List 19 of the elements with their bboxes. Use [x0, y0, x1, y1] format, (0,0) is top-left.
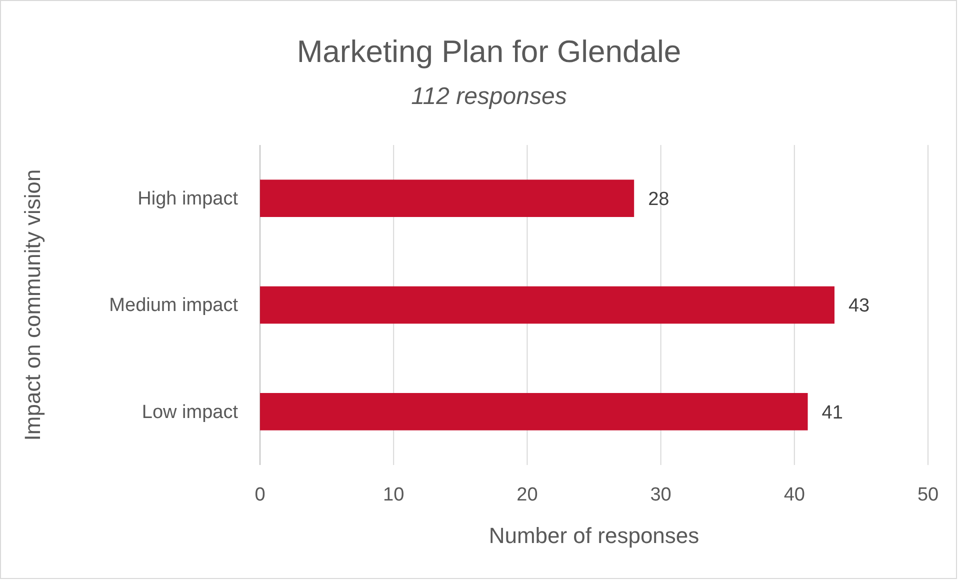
data-label: 28 [648, 188, 670, 210]
bar [260, 393, 808, 430]
chart-title: Marketing Plan for Glendale [296, 34, 682, 69]
data-label: 43 [848, 296, 870, 317]
x-tick-label: 50 [917, 484, 939, 506]
y-tick-label: Medium impact [109, 295, 239, 316]
bar [260, 180, 634, 217]
y-axis-title: Impact on community vision [20, 169, 45, 441]
chart-subtitle: 112 responses [411, 83, 567, 110]
x-tick-label: 10 [383, 484, 404, 506]
x-tick-label: 20 [516, 484, 538, 506]
bar [260, 286, 834, 324]
x-tick-label: 30 [650, 484, 672, 506]
x-tick-label: 40 [784, 484, 805, 506]
data-label: 41 [822, 402, 843, 424]
y-tick-label: Low impact [142, 402, 239, 423]
x-axis-title: Number of responses [488, 523, 700, 548]
y-tick-label: High impact [138, 188, 239, 210]
x-tick-label: 0 [254, 484, 266, 506]
